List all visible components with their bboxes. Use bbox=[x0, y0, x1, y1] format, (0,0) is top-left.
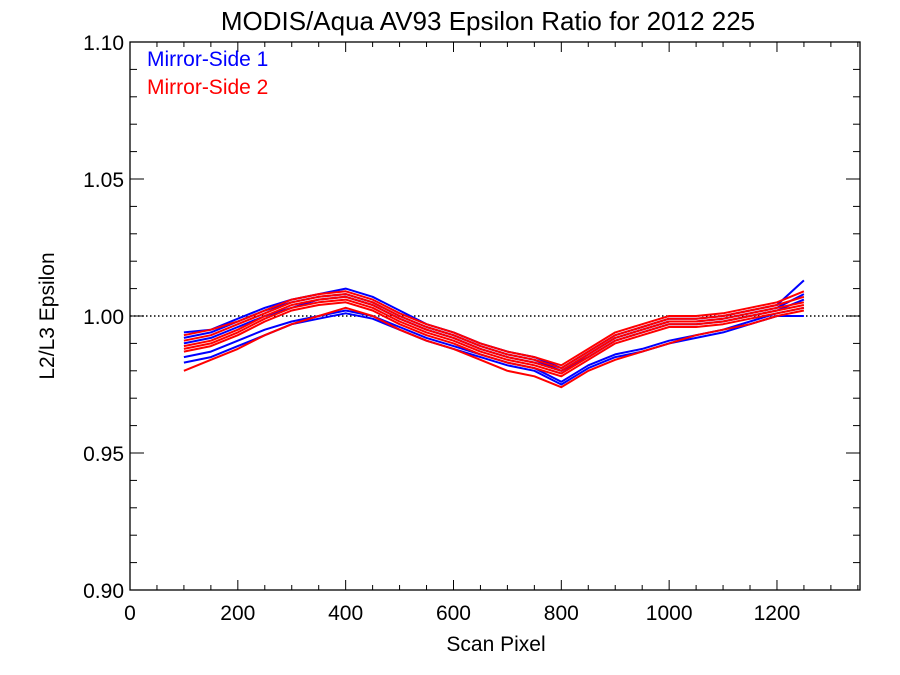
y-tick-label: 1.10 bbox=[83, 32, 124, 55]
x-axis-label: Scan Pixel bbox=[446, 633, 545, 656]
series-2-line-2 bbox=[183, 293, 805, 370]
chart-title: MODIS/Aqua AV93 Epsilon Ratio for 2012 2… bbox=[221, 6, 755, 36]
legend: Mirror-Side 1 Mirror-Side 2 bbox=[147, 48, 268, 99]
x-tick-label: 200 bbox=[220, 602, 255, 625]
plot-frame bbox=[129, 41, 861, 591]
series-2-line-4 bbox=[183, 298, 805, 375]
axis-ticks: 0 200 400 600 800 1000 1200 0.90 0.95 1.00 1.05 1.1… bbox=[83, 32, 860, 625]
series-2-line-5 bbox=[183, 301, 805, 378]
legend-entry-mirror-side-2: Mirror-Side 2 bbox=[147, 76, 268, 99]
x-tick-label: 800 bbox=[544, 602, 579, 625]
x-tick-label: 600 bbox=[436, 602, 471, 625]
series-lines bbox=[183, 279, 805, 389]
series-1-line-4 bbox=[183, 306, 805, 383]
x-tick-label: 1200 bbox=[754, 602, 801, 625]
y-axis-label: L2/L3 Epsilon bbox=[36, 252, 59, 379]
y-tick-label: 0.95 bbox=[83, 443, 124, 466]
y-tick-label: 1.05 bbox=[83, 169, 124, 192]
legend-entry-mirror-side-1: Mirror-Side 1 bbox=[147, 48, 268, 71]
x-tick-label: 1000 bbox=[646, 602, 693, 625]
y-tick-label: 0.90 bbox=[83, 580, 124, 603]
series-2-line-1 bbox=[183, 290, 805, 367]
y-tick-label: 1.00 bbox=[83, 306, 124, 329]
series-1-line-5 bbox=[183, 312, 804, 386]
series-2-line-6 bbox=[183, 306, 805, 389]
x-tick-label: 400 bbox=[328, 602, 363, 625]
series-2-line-3 bbox=[183, 295, 805, 372]
x-tick-label: 0 bbox=[124, 602, 136, 625]
